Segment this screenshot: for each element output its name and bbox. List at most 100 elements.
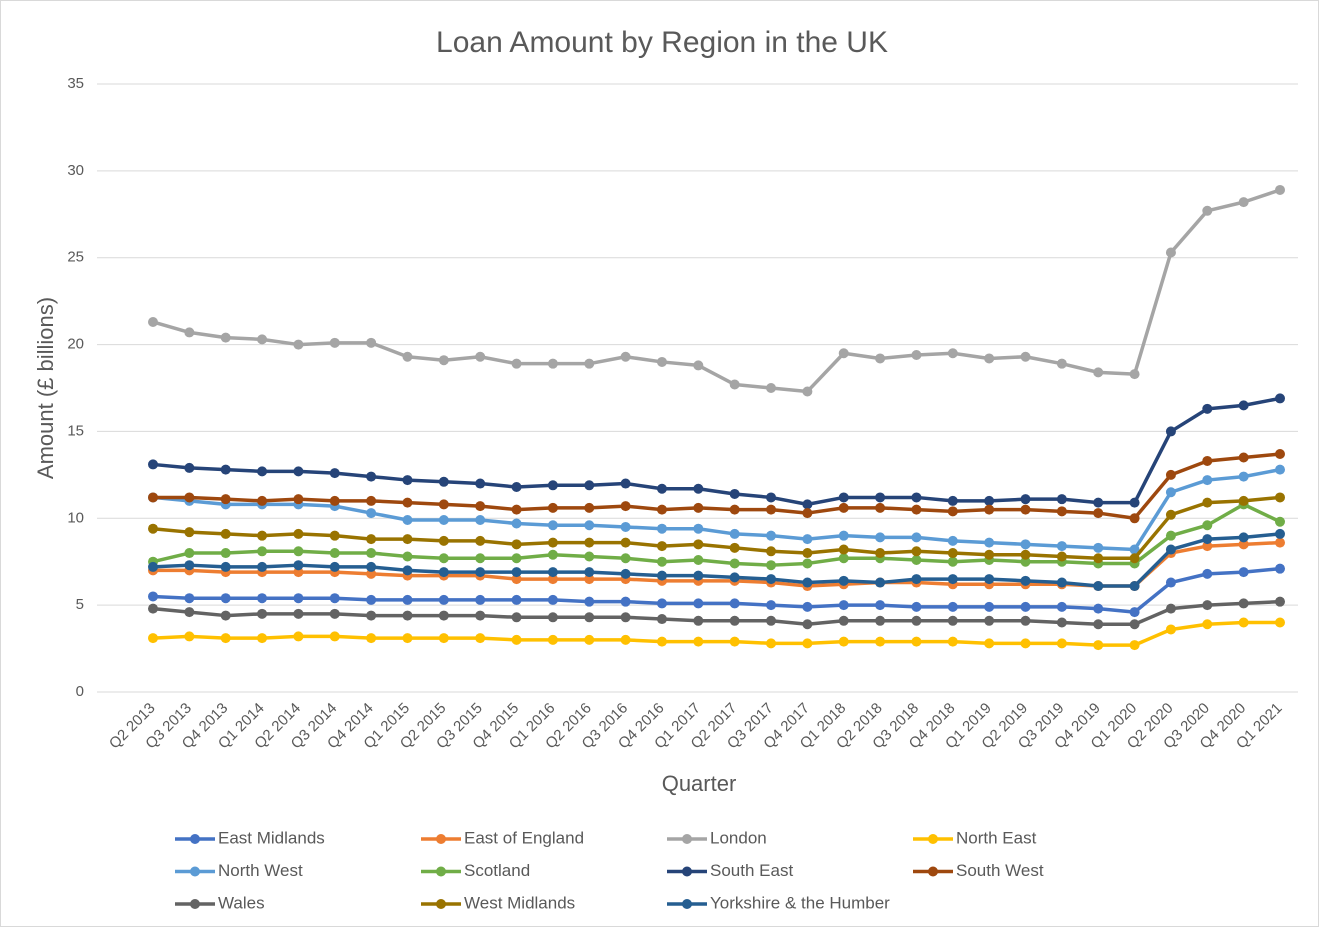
data-point xyxy=(766,492,777,503)
data-point xyxy=(838,600,849,611)
data-point xyxy=(875,600,886,611)
data-point xyxy=(620,553,631,564)
data-point xyxy=(693,502,704,513)
series-line xyxy=(152,396,1281,507)
y-tick-label: 35 xyxy=(67,75,84,92)
data-point xyxy=(911,636,922,647)
data-point xyxy=(875,548,886,559)
data-point xyxy=(1056,506,1067,517)
data-point xyxy=(1165,544,1176,555)
data-point xyxy=(1056,577,1067,588)
y-tick-label: 10 xyxy=(67,509,84,526)
data-point xyxy=(293,494,304,505)
legend-label: North East xyxy=(956,828,1037,847)
data-point xyxy=(184,548,195,559)
data-point xyxy=(1020,615,1031,626)
data-point xyxy=(838,348,849,359)
data-point xyxy=(984,504,995,515)
data-point xyxy=(475,594,486,605)
data-point xyxy=(547,574,558,585)
data-point xyxy=(220,593,231,604)
legend-swatch-dot xyxy=(190,834,200,844)
data-point xyxy=(1165,603,1176,614)
data-point xyxy=(620,568,631,579)
series-line xyxy=(152,188,1281,394)
data-point xyxy=(1165,469,1176,480)
data-point xyxy=(766,504,777,515)
data-point xyxy=(1056,358,1067,369)
data-point xyxy=(1093,603,1104,614)
data-point xyxy=(184,593,195,604)
data-point xyxy=(402,633,413,644)
data-point xyxy=(911,601,922,612)
data-point xyxy=(947,574,958,585)
legend-label: South East xyxy=(710,861,793,880)
data-point xyxy=(511,482,522,493)
data-point xyxy=(656,483,667,494)
data-point xyxy=(329,468,340,479)
data-point xyxy=(693,523,704,534)
data-point xyxy=(1202,534,1213,545)
data-point xyxy=(693,570,704,581)
data-point xyxy=(511,518,522,529)
data-point xyxy=(1275,184,1285,195)
data-point xyxy=(329,548,340,559)
data-point xyxy=(329,530,340,541)
data-point xyxy=(911,574,922,585)
data-point xyxy=(729,615,740,626)
data-point xyxy=(148,523,158,534)
data-point xyxy=(766,615,777,626)
data-point xyxy=(184,527,195,538)
data-point xyxy=(1129,640,1140,651)
data-point xyxy=(1020,351,1031,362)
data-point xyxy=(1093,367,1104,378)
data-point xyxy=(656,523,667,534)
data-point xyxy=(475,553,486,564)
data-point xyxy=(547,612,558,623)
data-point xyxy=(584,612,595,623)
data-point xyxy=(984,601,995,612)
data-point xyxy=(620,596,631,607)
data-point xyxy=(875,532,886,543)
data-point xyxy=(366,633,377,644)
data-point xyxy=(911,349,922,360)
data-point xyxy=(984,549,995,560)
data-point xyxy=(584,537,595,548)
data-point xyxy=(802,619,813,630)
series-line xyxy=(152,502,1281,567)
series-line xyxy=(152,532,1281,588)
data-point xyxy=(366,568,377,579)
data-point xyxy=(620,612,631,623)
y-tick-label: 0 xyxy=(76,683,84,700)
data-point xyxy=(1129,544,1140,555)
data-point xyxy=(1129,497,1140,508)
data-point xyxy=(329,561,340,572)
y-tick-label: 15 xyxy=(67,422,84,439)
data-point xyxy=(947,556,958,567)
data-point xyxy=(1020,539,1031,550)
data-point xyxy=(911,504,922,515)
data-point xyxy=(766,530,777,541)
data-point xyxy=(184,462,195,473)
data-point xyxy=(984,574,995,585)
data-point xyxy=(184,607,195,618)
data-point xyxy=(148,492,158,503)
data-point xyxy=(693,615,704,626)
data-point xyxy=(1238,452,1249,463)
data-point xyxy=(1020,504,1031,515)
legend-swatch-dot xyxy=(928,834,938,844)
data-point xyxy=(875,615,886,626)
data-point xyxy=(1056,638,1067,649)
data-point xyxy=(584,502,595,513)
data-point xyxy=(947,548,958,559)
data-point xyxy=(329,608,340,619)
data-point xyxy=(475,535,486,546)
data-point xyxy=(584,480,595,491)
data-point xyxy=(366,337,377,348)
data-point xyxy=(475,515,486,526)
data-point xyxy=(220,561,231,572)
data-point xyxy=(584,574,595,585)
data-point xyxy=(875,492,886,503)
